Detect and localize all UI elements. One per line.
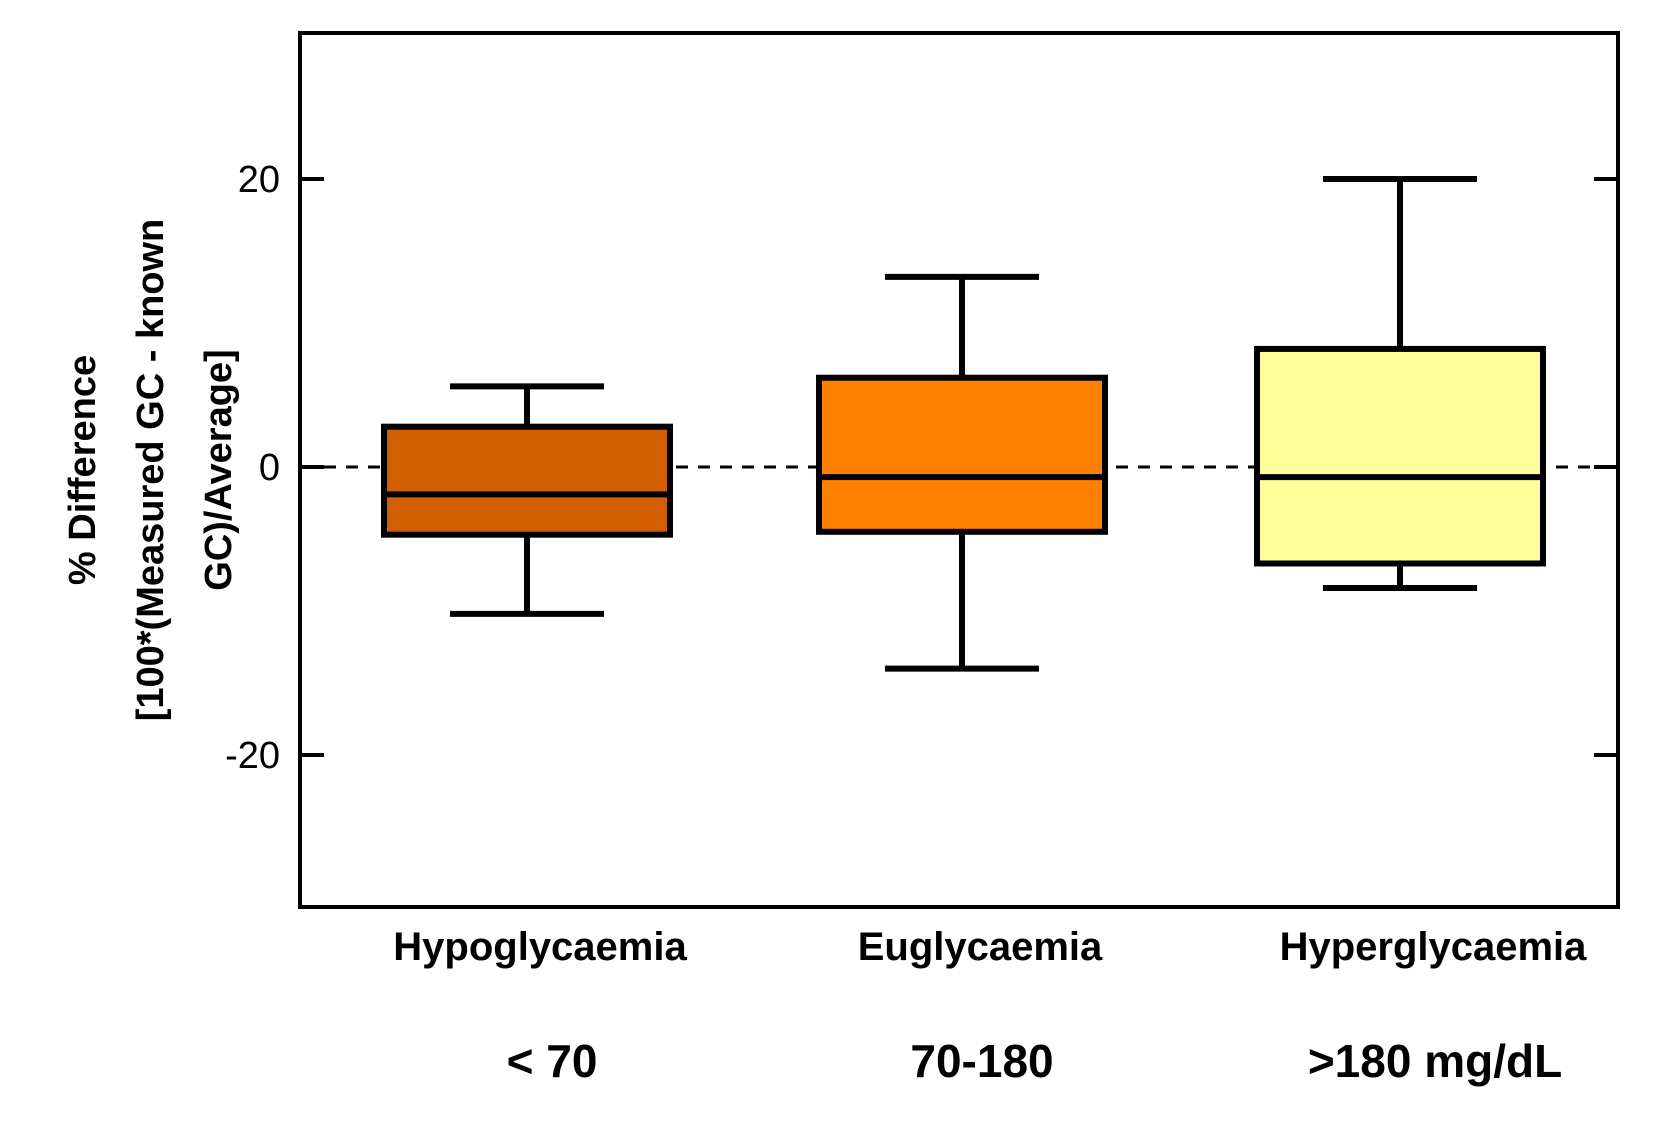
box-hypoglycaemia bbox=[381, 423, 673, 538]
y-tick-label: 0 bbox=[259, 447, 280, 489]
range-label-eu: 70-180 bbox=[910, 1035, 1053, 1087]
plot-frame bbox=[298, 31, 1620, 909]
category-label-euglycaemia: Euglycaemia bbox=[858, 925, 1103, 969]
y-axis-title-line3: GC)/Average] bbox=[198, 349, 240, 590]
box-euglycaemia bbox=[816, 374, 1108, 535]
category-label-hypoglycaemia: Hypoglycaemia bbox=[393, 925, 687, 969]
range-label-hypo: < 70 bbox=[507, 1035, 598, 1087]
range-label-hyper: >180 mg/dL bbox=[1308, 1035, 1562, 1087]
y-axis-title-line1: % Difference bbox=[62, 355, 104, 585]
y-axis-title-line2: [100*(Measured GC - known bbox=[130, 219, 172, 722]
y-axis-title: % Difference bbox=[62, 355, 104, 585]
y-axis-ticks: -20 0 20 bbox=[225, 159, 1618, 777]
box-series bbox=[381, 176, 1546, 672]
y-tick-label: 20 bbox=[238, 159, 280, 201]
category-label-hyperglycaemia: Hyperglycaemia bbox=[1280, 925, 1588, 969]
box-hyperglycaemia bbox=[1254, 345, 1546, 567]
y-tick-label: -20 bbox=[225, 735, 280, 777]
